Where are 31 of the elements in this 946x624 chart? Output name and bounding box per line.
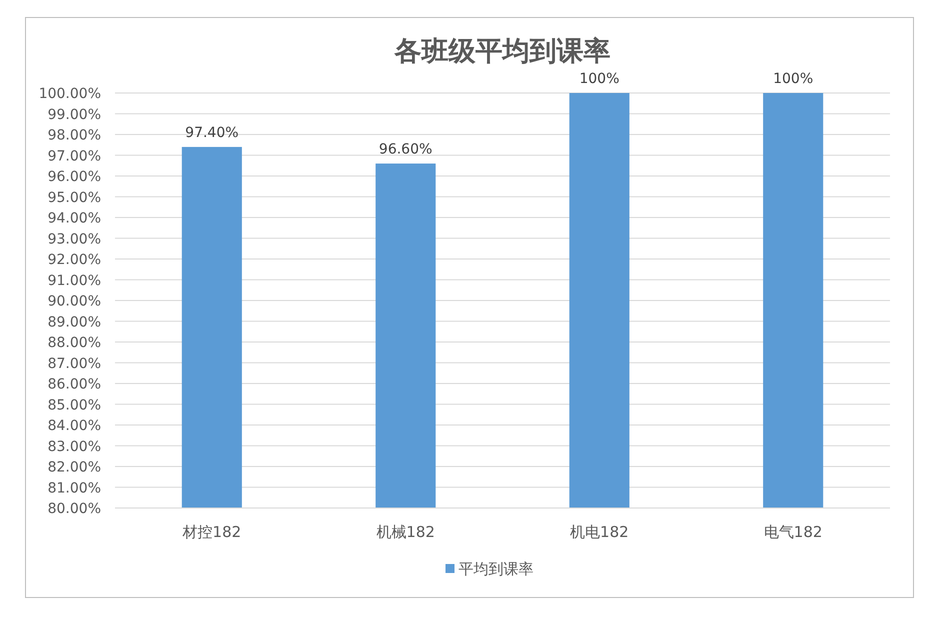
y-tick-label: 85.00%: [48, 397, 101, 414]
y-tick-label: 90.00%: [48, 294, 101, 310]
y-tick-label: 99.00%: [48, 106, 101, 123]
x-tick-label: 材控182: [182, 523, 242, 541]
y-tick-label: 89.00%: [48, 314, 101, 330]
y-tick-label: 87.00%: [48, 356, 101, 372]
y-tick-label: 92.00%: [48, 252, 101, 268]
data-label: 97.40%: [185, 124, 239, 141]
x-tick-label: 机械182: [376, 523, 435, 541]
y-tick-label: 98.00%: [48, 128, 101, 144]
chart-title: 各班级平均到课率: [394, 36, 610, 67]
y-tick-label: 93.00%: [48, 231, 101, 248]
y-tick-label: 82.00%: [48, 460, 101, 476]
y-tick-label: 83.00%: [48, 438, 101, 455]
y-tick-label: 96.00%: [48, 169, 101, 185]
y-tick-label: 94.00%: [48, 210, 101, 226]
x-tick-label: 电气182: [764, 523, 822, 541]
y-tick-label: 97.00%: [48, 148, 101, 164]
y-tick-label: 91.00%: [48, 272, 101, 289]
legend-label: 平均到课率: [458, 560, 534, 578]
y-tick-label: 100.00%: [38, 86, 101, 102]
data-label: 96.60%: [378, 142, 432, 158]
data-label: 100%: [579, 71, 620, 87]
data-label: 100%: [773, 71, 814, 87]
y-tick-label: 88.00%: [48, 335, 101, 351]
y-tick-label: 95.00%: [48, 190, 101, 206]
y-tick-label: 84.00%: [48, 418, 101, 434]
y-tick-label: 80.00%: [48, 501, 101, 517]
x-tick-label: 机电182: [570, 523, 629, 541]
y-tick-label: 86.00%: [48, 376, 101, 392]
y-tick-label: 81.00%: [48, 480, 101, 496]
